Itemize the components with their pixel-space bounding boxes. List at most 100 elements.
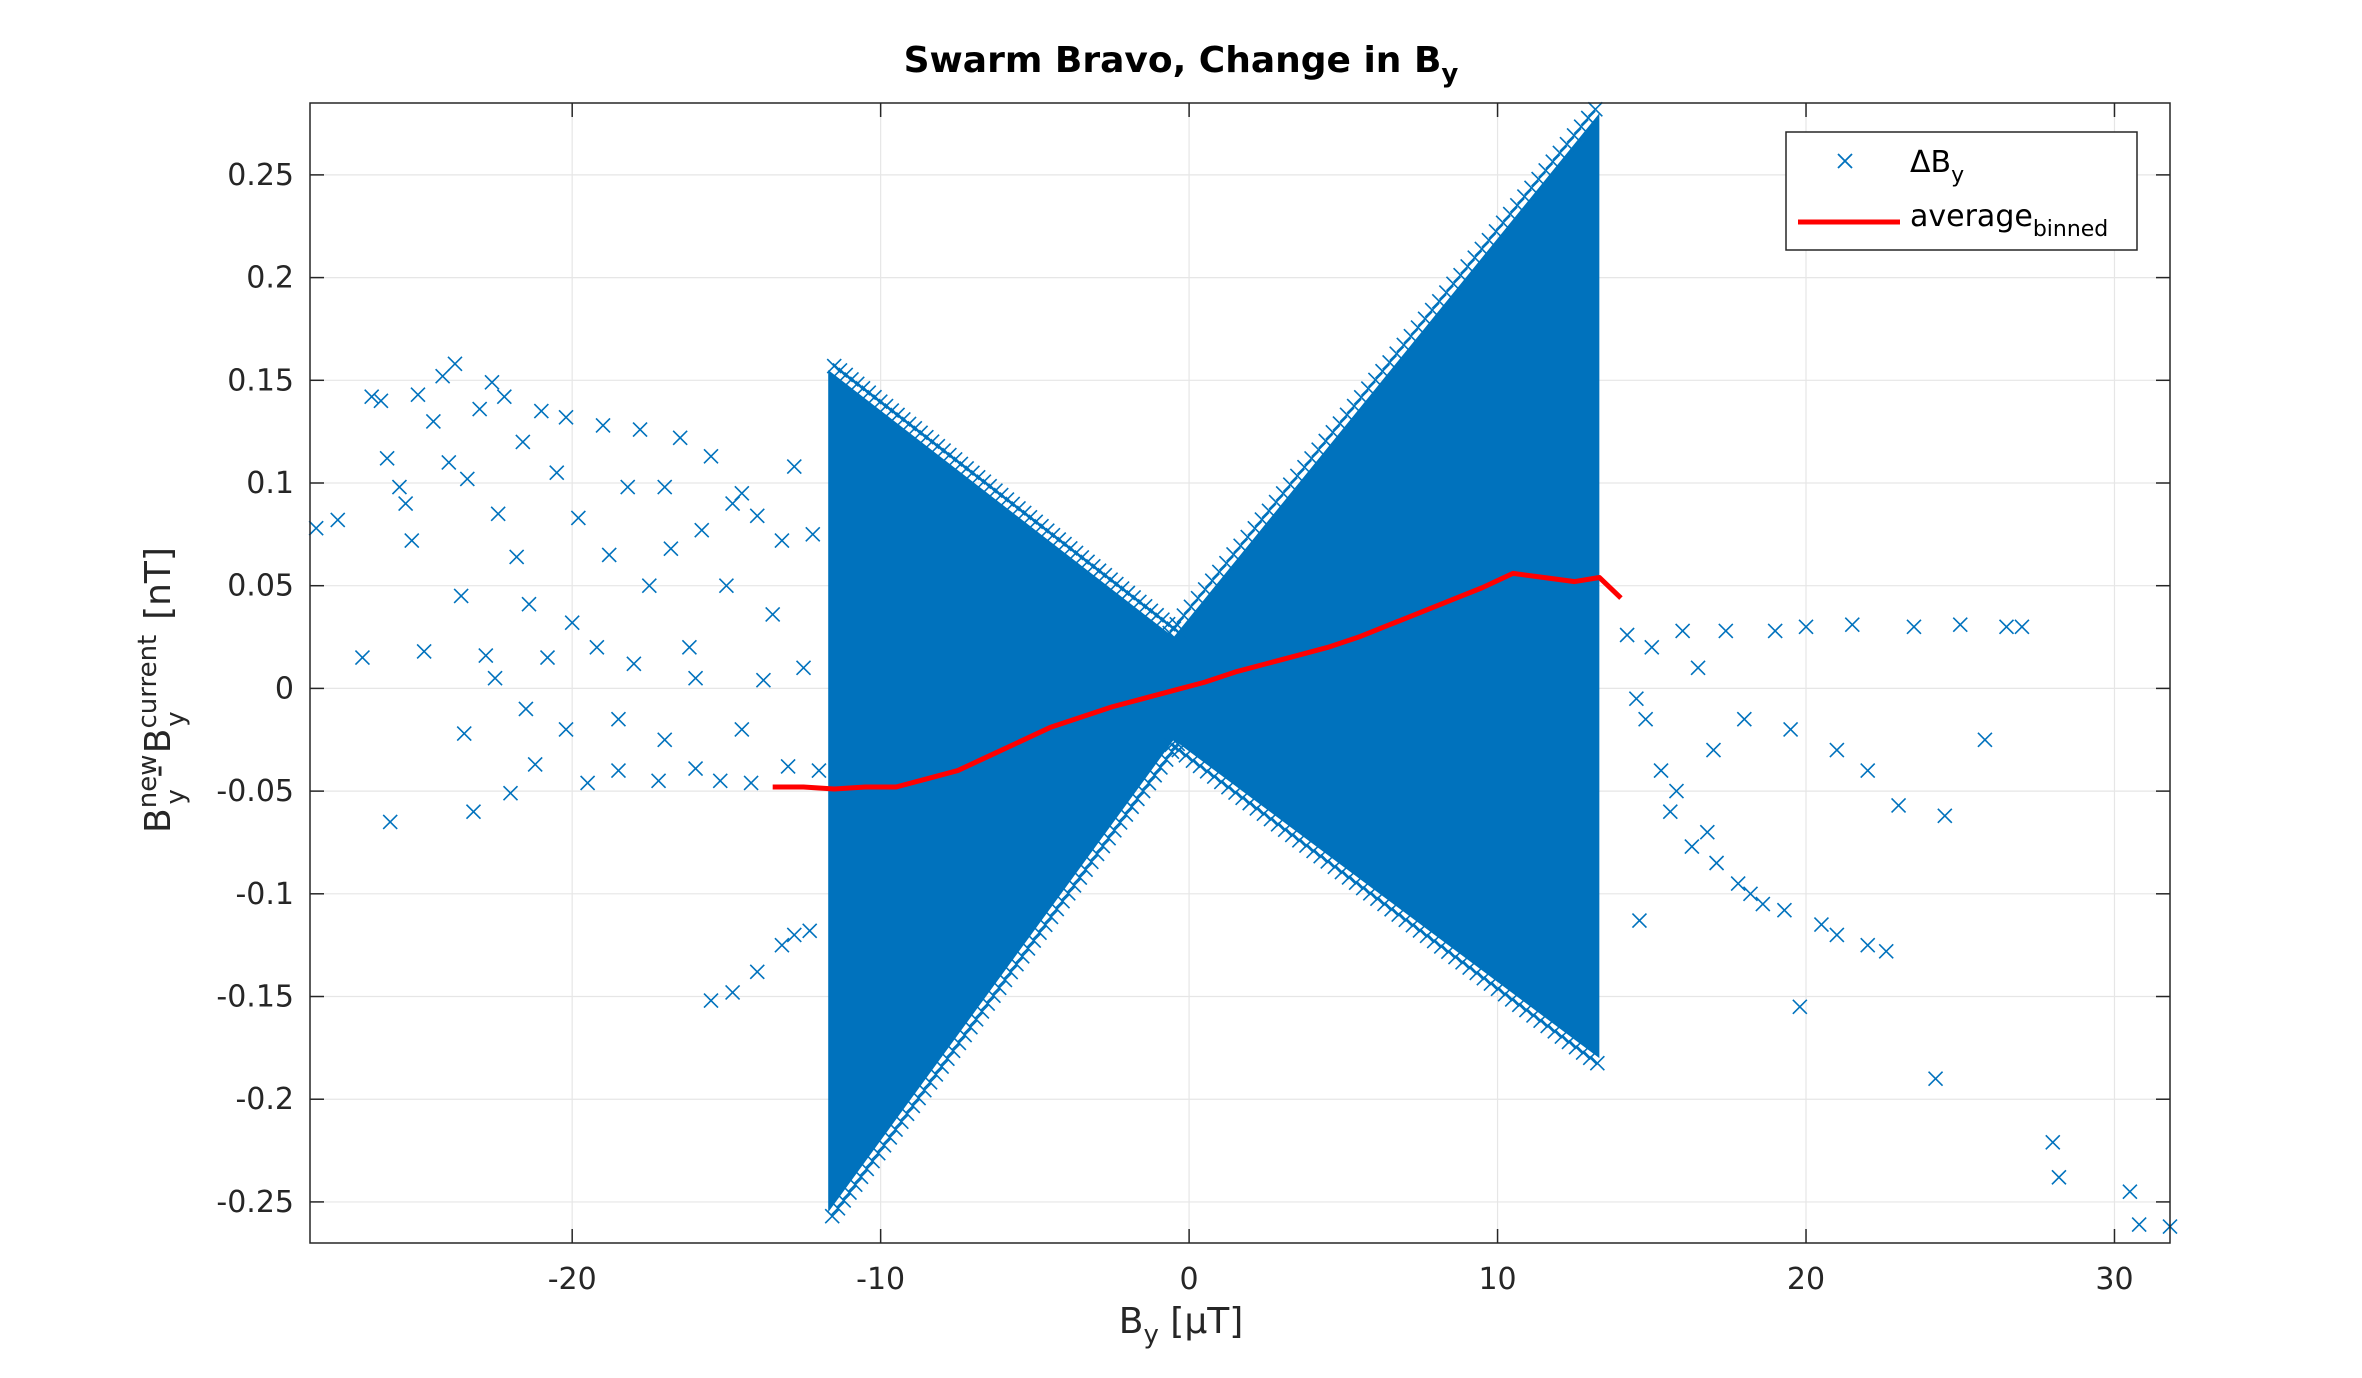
scatter-point xyxy=(951,1035,967,1051)
scatter-point xyxy=(1384,901,1400,917)
scatter-point xyxy=(1152,759,1168,775)
scatter-point xyxy=(805,526,821,542)
scatter-point xyxy=(1438,285,1454,301)
scatter-point xyxy=(589,639,605,655)
scatter-point xyxy=(1037,917,1053,933)
scatter-point xyxy=(539,650,556,666)
scatter-point xyxy=(847,1177,863,1193)
scatter-point xyxy=(1218,555,1235,571)
scatter-point xyxy=(1653,763,1669,779)
scatter-point xyxy=(887,1122,904,1138)
scatter-point xyxy=(1318,433,1334,449)
scatter-point xyxy=(1298,838,1315,854)
scatter-point xyxy=(465,804,482,820)
scatter-point xyxy=(1662,804,1678,820)
scatter-point xyxy=(1249,800,1265,816)
scatter-point xyxy=(899,1106,915,1122)
scatter-point xyxy=(391,479,408,495)
scatter-point xyxy=(1254,512,1270,528)
scatter-point xyxy=(1049,901,1065,917)
scatter-point xyxy=(1282,477,1298,493)
scatter-point xyxy=(447,356,463,372)
scatter-point xyxy=(1225,546,1242,563)
scatter-point xyxy=(1382,354,1398,370)
scatter-point xyxy=(595,417,611,434)
scatter-point xyxy=(1270,816,1286,832)
scatter-point xyxy=(870,1145,886,1161)
scatter-point xyxy=(1860,763,1876,779)
legend-marker-scatter xyxy=(1837,153,1853,169)
scatter-point xyxy=(1247,520,1263,536)
x-tick-label: 30 xyxy=(2095,1262,2133,1297)
scatter-point xyxy=(997,972,1013,988)
chart-title: Swarm Bravo, Change in By xyxy=(904,40,1459,89)
scatter-point xyxy=(1495,215,1511,231)
scatter-point xyxy=(518,701,534,717)
scatter-point xyxy=(453,588,469,604)
scatter-point xyxy=(425,413,441,429)
scatter-point xyxy=(749,964,765,980)
scatter-point xyxy=(1261,503,1277,519)
scatter-point xyxy=(945,1043,961,1059)
scatter-point xyxy=(456,726,472,742)
scatter-point xyxy=(1568,1039,1584,1055)
scatter-point xyxy=(916,1082,932,1098)
scatter-point xyxy=(1783,721,1799,738)
scatter-point xyxy=(1106,822,1122,838)
scatter-point xyxy=(1589,1055,1605,1071)
scatter-point xyxy=(1374,363,1391,379)
scatter-point xyxy=(1509,197,1525,213)
scatter-point xyxy=(354,650,371,666)
scatter-point xyxy=(610,711,627,727)
scatter-point xyxy=(1488,223,1504,240)
scatter-point xyxy=(1206,769,1222,785)
scatter-point xyxy=(749,508,765,524)
scatter-point xyxy=(1089,846,1105,862)
scatter-point xyxy=(1362,885,1378,901)
scatter-point xyxy=(1043,909,1059,925)
scatter-point xyxy=(1369,891,1385,907)
scatter-point xyxy=(1412,922,1428,939)
scatter-point xyxy=(1291,832,1307,848)
scatter-point xyxy=(957,1027,973,1043)
scatter-point xyxy=(1998,619,2015,635)
scatter-point xyxy=(502,785,519,801)
scatter-point xyxy=(1233,538,1249,554)
scatter-point xyxy=(459,471,475,487)
scatter-point xyxy=(379,450,395,466)
scatter-band xyxy=(824,101,1605,1224)
scatter-point xyxy=(922,1074,938,1090)
scatter-point xyxy=(774,937,790,953)
scatter-point xyxy=(980,996,996,1012)
scatter-point xyxy=(1054,893,1071,909)
scatter-point xyxy=(755,672,771,688)
scatter-point xyxy=(1638,711,1654,727)
scatter-point xyxy=(1172,625,1188,641)
scatter-point xyxy=(1582,1050,1598,1066)
scatter-point xyxy=(1355,880,1371,896)
scatter-point xyxy=(1497,986,1513,1002)
scatter-point xyxy=(1346,398,1362,414)
y-tick-label: 0.2 xyxy=(246,261,294,296)
scatter-outliers xyxy=(308,356,2178,1235)
scatter-point xyxy=(1709,855,1725,871)
scatter-point xyxy=(558,409,574,425)
scatter-point xyxy=(1431,293,1447,309)
scatter-point xyxy=(441,454,457,471)
scatter-point xyxy=(703,448,719,464)
scatter-point xyxy=(1511,997,1527,1013)
scatter-point xyxy=(410,387,426,403)
scatter-point xyxy=(1767,623,1783,639)
scatter-point xyxy=(2122,1184,2138,1200)
y-tick-label: -0.2 xyxy=(235,1082,294,1117)
scatter-point xyxy=(968,1011,984,1027)
scatter-point xyxy=(934,1059,950,1075)
scatter-point xyxy=(1403,328,1419,344)
scatter-point xyxy=(1575,1044,1591,1061)
scatter-point xyxy=(1008,956,1025,972)
scatter-point xyxy=(765,606,781,623)
scatter-point xyxy=(1360,381,1376,397)
scatter-point xyxy=(1798,619,1814,635)
scatter-point xyxy=(1736,711,1752,727)
scatter-point xyxy=(435,368,451,384)
